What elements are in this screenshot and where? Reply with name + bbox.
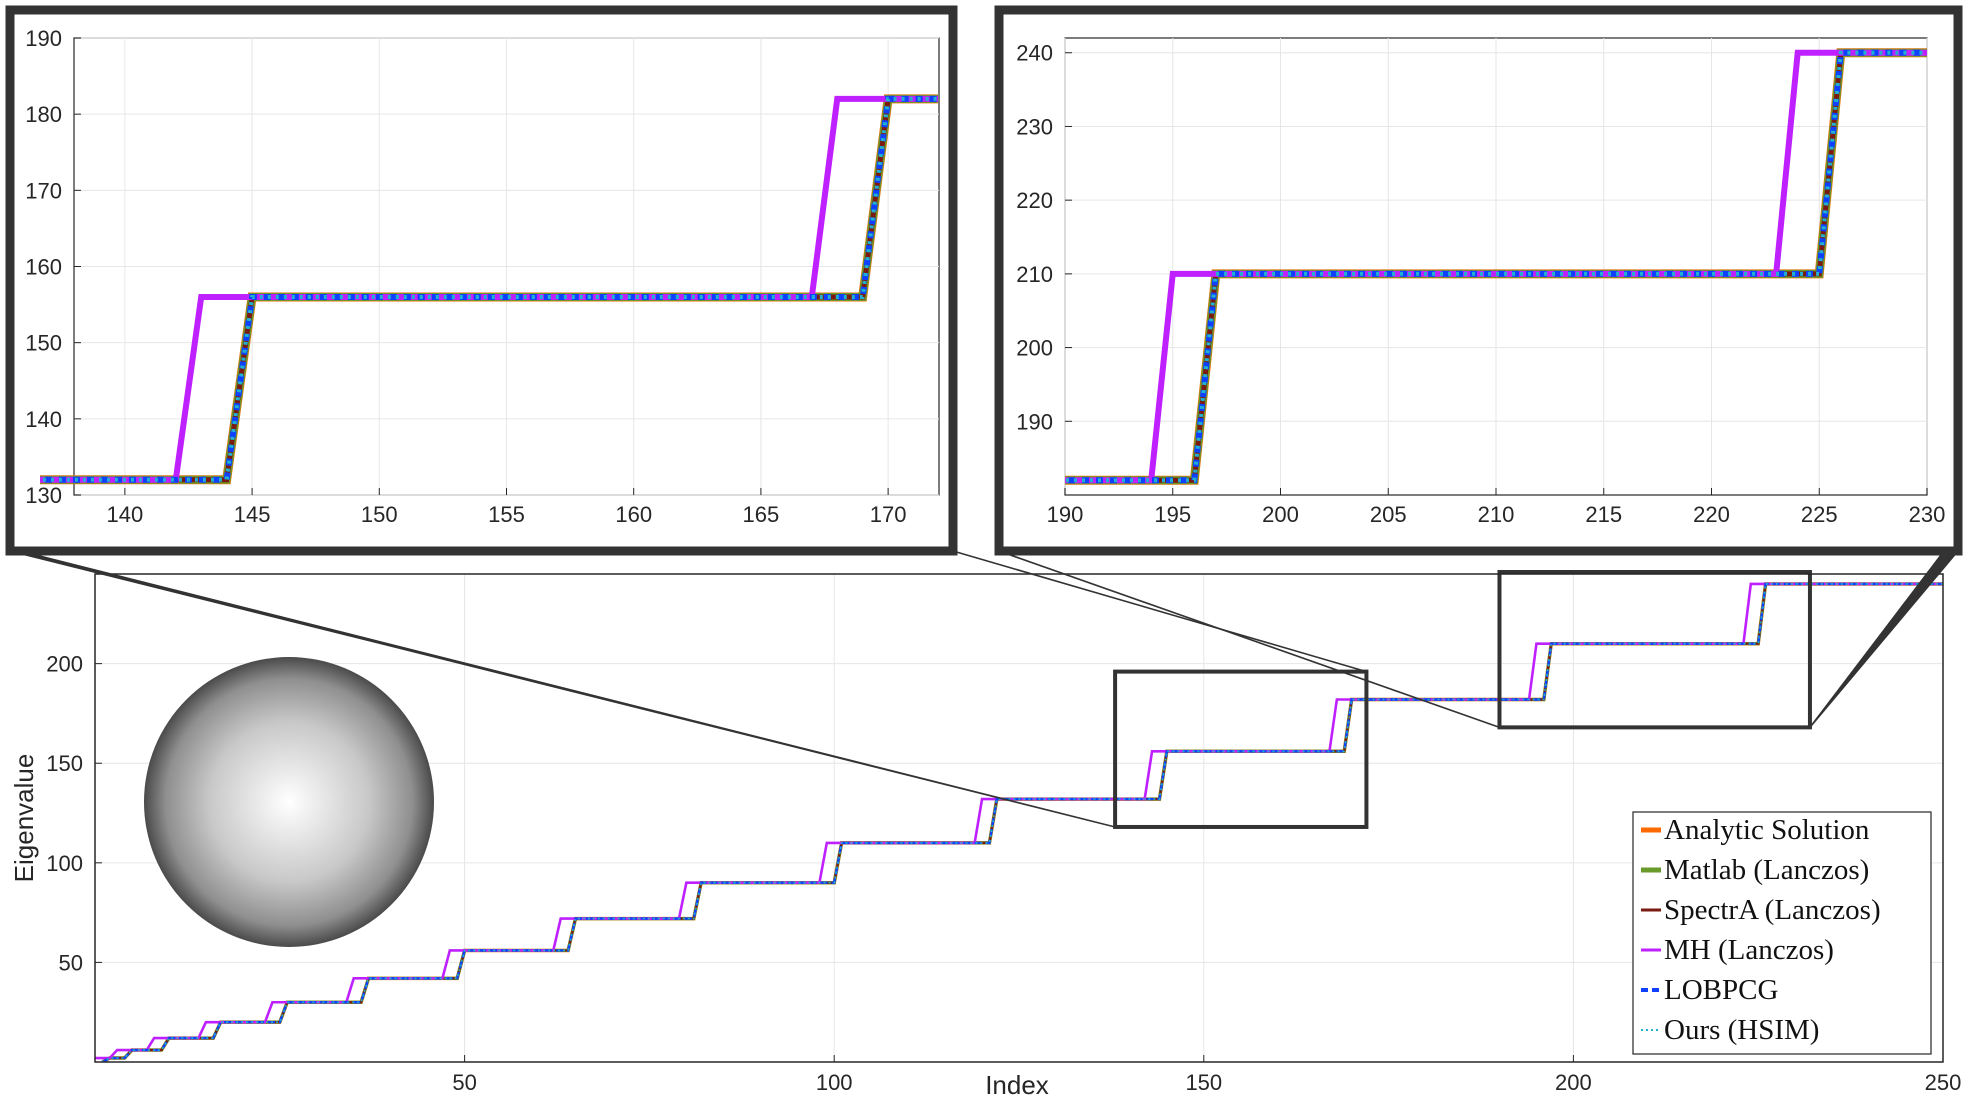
inset-right-xtick-label-0: 190 [1047, 502, 1084, 527]
main-xtick-label-1: 100 [816, 1070, 853, 1095]
inset-left-xtick-label-0: 140 [107, 502, 144, 527]
inset-left-xtick-label-3: 155 [488, 502, 525, 527]
legend: Analytic Solution Matlab (Lanczos) SpectrA… [1632, 811, 1932, 1055]
legend-label-lobpcg: LOBPCG [1664, 974, 1778, 1006]
zoom-box-right [1497, 570, 1812, 730]
main-ytick-label-1: 100 [46, 851, 83, 876]
inset-right-xtick-label-6: 220 [1693, 502, 1730, 527]
connector-left-b [952, 550, 1367, 673]
legend-label-ours: Ours (HSIM) [1664, 1014, 1819, 1046]
inset-left-ytick-label-0: 130 [25, 483, 62, 508]
inset-right-ytick-label-0: 190 [1016, 409, 1053, 434]
connector-right-a [998, 550, 1500, 729]
inset-right-ticks: 190 195 200 205 210 215 220 225 230 190 200 210 220 2… [1016, 41, 1945, 527]
legend-label-spectra: SpectrA (Lanczos) [1664, 894, 1881, 926]
main-series-lobpcg [101, 582, 1943, 1062]
legend-box [1632, 811, 1932, 1055]
inset-right-xtick-label-8: 230 [1909, 502, 1946, 527]
inset-right-ytick-label-5: 240 [1016, 41, 1053, 66]
x-axis-label: Index [985, 1070, 1049, 1100]
inset-right-ytick-label-2: 210 [1016, 262, 1053, 287]
main-xtick-label-4: 250 [1925, 1070, 1962, 1095]
main-zoom-boxes [1113, 570, 1812, 829]
inset-left-ytick-label-6: 190 [25, 26, 62, 51]
inset-left-ytick-label-1: 140 [25, 407, 62, 432]
inset-right-xtick-label-4: 210 [1478, 502, 1515, 527]
inset-left-ytick-label-5: 180 [25, 102, 62, 127]
main-axes-frame [94, 573, 1944, 1063]
inset-right: 190 195 200 205 210 215 220 225 230 190 200 210 220 2… [994, 5, 1963, 556]
inset-left-series [40, 94, 938, 485]
inset-right-ytick-label-4: 230 [1016, 114, 1053, 139]
inset-right-series-ours-hsim [1065, 50, 1927, 483]
zoom-box-left [1113, 669, 1369, 829]
y-axis-label: Eigenvalue [9, 754, 39, 883]
inset-right-xtick-label-1: 195 [1154, 502, 1191, 527]
inset-right-ytick-label-3: 220 [1016, 188, 1053, 213]
inset-left-xtick-label-2: 150 [361, 502, 398, 527]
legend-label-matlab: Matlab (Lanczos) [1664, 854, 1869, 886]
inset-left-xtick-label-6: 170 [870, 502, 907, 527]
inset-left: 140 145 150 155 160 165 170 130 140 150 160 170 180 1… [5, 5, 958, 556]
inset-right-ytick-label-1: 200 [1016, 336, 1053, 361]
inset-left-xtick-label-1: 145 [234, 502, 271, 527]
inset-left-ytick-label-4: 170 [25, 178, 62, 203]
inset-right-xtick-label-7: 225 [1801, 502, 1838, 527]
main-series-mh-lanczos [95, 582, 1943, 1060]
main-series [95, 582, 1943, 1062]
legend-entries: Analytic Solution Matlab (Lanczos) SpectrA… [1641, 814, 1881, 1046]
inset-right-xtick-label-2: 200 [1262, 502, 1299, 527]
main-ytick-label-2: 150 [46, 751, 83, 776]
main-xtick-label-3: 200 [1555, 1070, 1592, 1095]
legend-label-mh: MH (Lanczos) [1664, 934, 1834, 966]
inset-left-xtick-label-5: 165 [743, 502, 780, 527]
main-ytick-label-0: 50 [59, 950, 83, 975]
inset-left-xtick-label-4: 160 [615, 502, 652, 527]
main-xtick-label-2: 150 [1185, 1070, 1222, 1095]
inset-right-xtick-label-5: 215 [1585, 502, 1622, 527]
main-ticks: 50 100 150 200 250 50 100 150 200 [46, 652, 1961, 1095]
inset-left-ytick-label-3: 160 [25, 255, 62, 280]
legend-label-analytic: Analytic Solution [1664, 814, 1870, 846]
inset-left-series-ours-hsim [40, 96, 938, 482]
inset-left-ticks: 140 145 150 155 160 165 170 130 140 150 160 170 180 1… [25, 26, 906, 527]
inset-right-xtick-label-3: 205 [1370, 502, 1407, 527]
inset-right-series [1065, 48, 1927, 485]
inset-left-ytick-label-2: 150 [25, 331, 62, 356]
main-ytick-label-3: 200 [46, 652, 83, 677]
main-xtick-label-0: 50 [452, 1070, 476, 1095]
sphere-image [144, 657, 434, 947]
inset-left-grid [74, 37, 939, 496]
